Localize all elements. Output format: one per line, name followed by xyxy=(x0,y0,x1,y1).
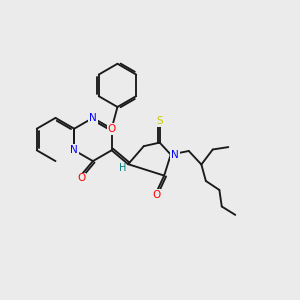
Text: O: O xyxy=(77,173,85,184)
Text: N: N xyxy=(70,145,78,155)
Text: N: N xyxy=(89,113,97,123)
Text: N: N xyxy=(171,150,179,160)
Text: O: O xyxy=(107,124,116,134)
Text: H: H xyxy=(119,163,127,173)
Text: O: O xyxy=(152,190,160,200)
Text: S: S xyxy=(156,116,163,126)
